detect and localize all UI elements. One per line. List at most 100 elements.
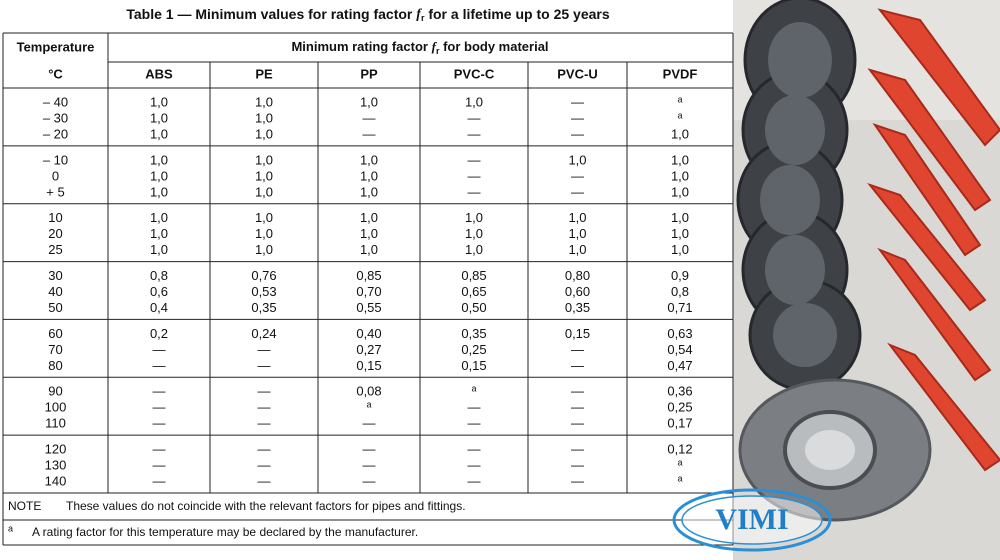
value-cell: 1,0 [150,110,168,125]
logo: VIMI [672,488,832,552]
value-cell: 1,0 [255,242,273,257]
value-cell: 1,0 [671,210,689,225]
header-text: r [436,46,440,56]
value-cell: 0,85 [356,268,381,283]
value-cell: 0,17 [667,416,692,431]
value-cell: 1,0 [150,168,168,183]
value-cell: — [363,416,376,431]
value-cell: — [468,416,481,431]
value-cell: — [571,474,584,489]
value-cell: — [153,416,166,431]
temperature-cell: 20 [48,226,62,241]
value-cell: — [571,442,584,457]
title-text: Table 1 — Minimum values for rating fact… [126,6,413,22]
value-cell: 0,85 [461,268,486,283]
value-cell: — [571,384,584,399]
value-cell: 1,0 [671,126,689,141]
value-cell: 1,0 [568,210,586,225]
value-cell: 1,0 [465,242,483,257]
header-cell: °C [48,66,63,81]
value-cell: — [571,400,584,415]
value-cell: — [258,384,271,399]
value-cell: a [677,458,682,468]
temperature-cell: – 30 [43,110,68,125]
logo-text: VIMI [715,503,788,536]
title-text: for a lifetime up to 25 years [428,6,609,22]
value-cell: 0,12 [667,442,692,457]
value-cell: 1,0 [671,152,689,167]
value-cell: 0,4 [150,300,168,315]
temperature-cell: 90 [48,384,62,399]
temperature-cell: 0 [52,168,59,183]
value-cell: 1,0 [360,242,378,257]
value-cell: — [571,168,584,183]
temperature-cell: 50 [48,300,62,315]
value-cell: — [258,458,271,473]
value-cell: 0,15 [565,326,590,341]
value-cell: 0,8 [671,284,689,299]
temperature-cell: 140 [45,474,67,489]
header-text: for body material [443,39,548,54]
temperature-cell: 70 [48,342,62,357]
title-subscript: r [421,13,425,23]
value-cell: 0,76 [251,268,276,283]
value-cell: 1,0 [568,152,586,167]
value-cell: 0,47 [667,358,692,373]
value-cell: 1,0 [255,126,273,141]
value-cell: — [468,458,481,473]
value-cell: 0,80 [565,268,590,283]
value-cell: 1,0 [255,152,273,167]
temperature-cell: 120 [45,442,67,457]
value-cell: 1,0 [465,94,483,109]
value-cell: 1,0 [255,168,273,183]
value-cell: 0,40 [356,326,381,341]
footnote-mark: a [8,523,13,533]
value-cell: 1,0 [150,242,168,257]
value-cell: — [571,358,584,373]
value-cell: 0,60 [565,284,590,299]
value-cell: — [468,400,481,415]
value-cell: — [571,110,584,125]
value-cell: a [677,110,682,120]
value-cell: 1,0 [465,210,483,225]
value-cell: a [677,94,682,104]
value-cell: 1,0 [671,226,689,241]
value-cell: 0,35 [565,300,590,315]
header-cell: PVC-C [454,66,495,81]
value-cell: 1,0 [255,110,273,125]
value-cell: 0,27 [356,342,381,357]
value-cell: — [468,152,481,167]
value-cell: 0,36 [667,384,692,399]
value-cell: — [258,358,271,373]
value-cell: 0,8 [150,268,168,283]
value-cell: — [153,358,166,373]
header-cell: Minimum rating factor fr for body materi… [291,39,548,56]
value-cell: — [153,384,166,399]
value-cell: 0,2 [150,326,168,341]
value-cell: 0,55 [356,300,381,315]
value-cell: 1,0 [255,94,273,109]
header-cell: PVDF [663,66,698,81]
value-cell: — [363,110,376,125]
value-cell: 0,35 [251,300,276,315]
value-cell: 1,0 [465,226,483,241]
value-cell: — [258,442,271,457]
temperature-cell: 80 [48,358,62,373]
value-cell: — [363,442,376,457]
value-cell: — [571,94,584,109]
value-cell: 1,0 [360,184,378,199]
value-cell: 1,0 [150,226,168,241]
header-cell: ABS [145,66,173,81]
value-cell: 1,0 [255,184,273,199]
value-cell: — [153,342,166,357]
value-cell: — [258,400,271,415]
value-cell: 0,25 [667,400,692,415]
value-cell: 0,63 [667,326,692,341]
value-cell: — [571,342,584,357]
value-cell: 0,24 [251,326,276,341]
header-cell: PP [360,66,378,81]
value-cell: — [468,184,481,199]
value-cell: a [366,400,371,410]
value-cell: — [363,126,376,141]
